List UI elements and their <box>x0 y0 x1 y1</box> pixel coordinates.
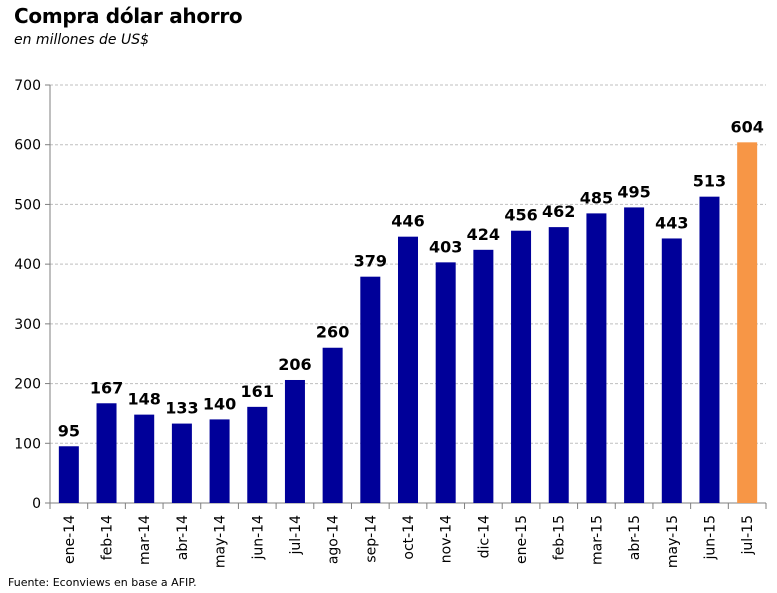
x-tick-label: abr-14 <box>175 515 191 560</box>
y-tick-label: 300 <box>14 317 41 333</box>
x-tick-label: feb-14 <box>100 515 116 560</box>
y-tick-label: 0 <box>32 496 41 512</box>
bar <box>548 227 569 503</box>
bar <box>699 196 720 503</box>
bar <box>58 446 79 503</box>
bar <box>171 423 192 503</box>
bar <box>284 379 305 503</box>
data-label: 446 <box>391 212 424 231</box>
x-tick-label: may-14 <box>213 515 229 568</box>
x-tick-label: oct-14 <box>401 515 417 560</box>
x-tick-label: jun-15 <box>702 515 718 561</box>
x-tick-label: ene-15 <box>514 515 530 564</box>
bar <box>96 403 117 503</box>
bar <box>322 347 343 503</box>
x-tick-label: abr-15 <box>627 515 643 560</box>
y-tick-label: 600 <box>14 138 41 154</box>
bar <box>473 249 494 503</box>
data-label: 140 <box>203 394 236 413</box>
data-label: 456 <box>504 206 537 225</box>
x-tick-label: ago-14 <box>326 515 342 564</box>
x-tick-label: dic-14 <box>476 515 492 558</box>
bar <box>737 142 758 503</box>
y-tick-label: 700 <box>14 78 41 94</box>
data-label: 604 <box>730 117 763 136</box>
x-tick-label: nov-14 <box>439 515 455 563</box>
data-label: 133 <box>165 399 198 418</box>
data-label: 443 <box>655 213 688 232</box>
data-label: 462 <box>542 202 575 221</box>
y-tick-label: 400 <box>14 257 41 273</box>
data-label: 167 <box>90 378 123 397</box>
bar <box>134 414 155 503</box>
chart-source: Fuente: Econviews en base a AFIP. <box>8 576 197 589</box>
bar <box>360 276 381 503</box>
x-tick-label: may-15 <box>665 515 681 568</box>
data-label: 379 <box>354 252 387 271</box>
bar <box>511 230 532 503</box>
data-label: 95 <box>58 421 80 440</box>
bar <box>661 238 682 504</box>
y-tick-label: 500 <box>14 197 41 213</box>
x-tick-label: jul-14 <box>288 515 304 556</box>
x-tick-label: sep-14 <box>363 515 379 563</box>
x-tick-label: mar-15 <box>589 515 605 565</box>
data-label: 161 <box>241 382 274 401</box>
y-tick-label: 200 <box>14 377 41 393</box>
bar <box>586 213 607 503</box>
bar <box>247 406 268 503</box>
bar <box>209 419 230 503</box>
data-label: 260 <box>316 323 349 342</box>
data-label: 495 <box>617 182 650 201</box>
data-label: 485 <box>580 188 613 207</box>
data-label: 424 <box>467 225 500 244</box>
data-label: 513 <box>693 172 726 191</box>
x-tick-label: ene-14 <box>62 515 78 564</box>
bar <box>435 262 456 503</box>
data-label: 148 <box>128 390 161 409</box>
y-tick-label: 100 <box>14 436 41 452</box>
x-tick-label: feb-15 <box>552 515 568 560</box>
x-tick-label: jul-15 <box>740 515 756 556</box>
chart-title: Compra dólar ahorro <box>14 4 243 28</box>
bar <box>624 207 645 503</box>
chart-subtitle: en millones de US$ <box>14 32 150 48</box>
x-tick-label: jun-14 <box>250 515 266 561</box>
data-label: 206 <box>278 355 311 374</box>
data-label: 403 <box>429 237 462 256</box>
bar <box>398 236 418 503</box>
x-tick-label: mar-14 <box>137 515 153 565</box>
